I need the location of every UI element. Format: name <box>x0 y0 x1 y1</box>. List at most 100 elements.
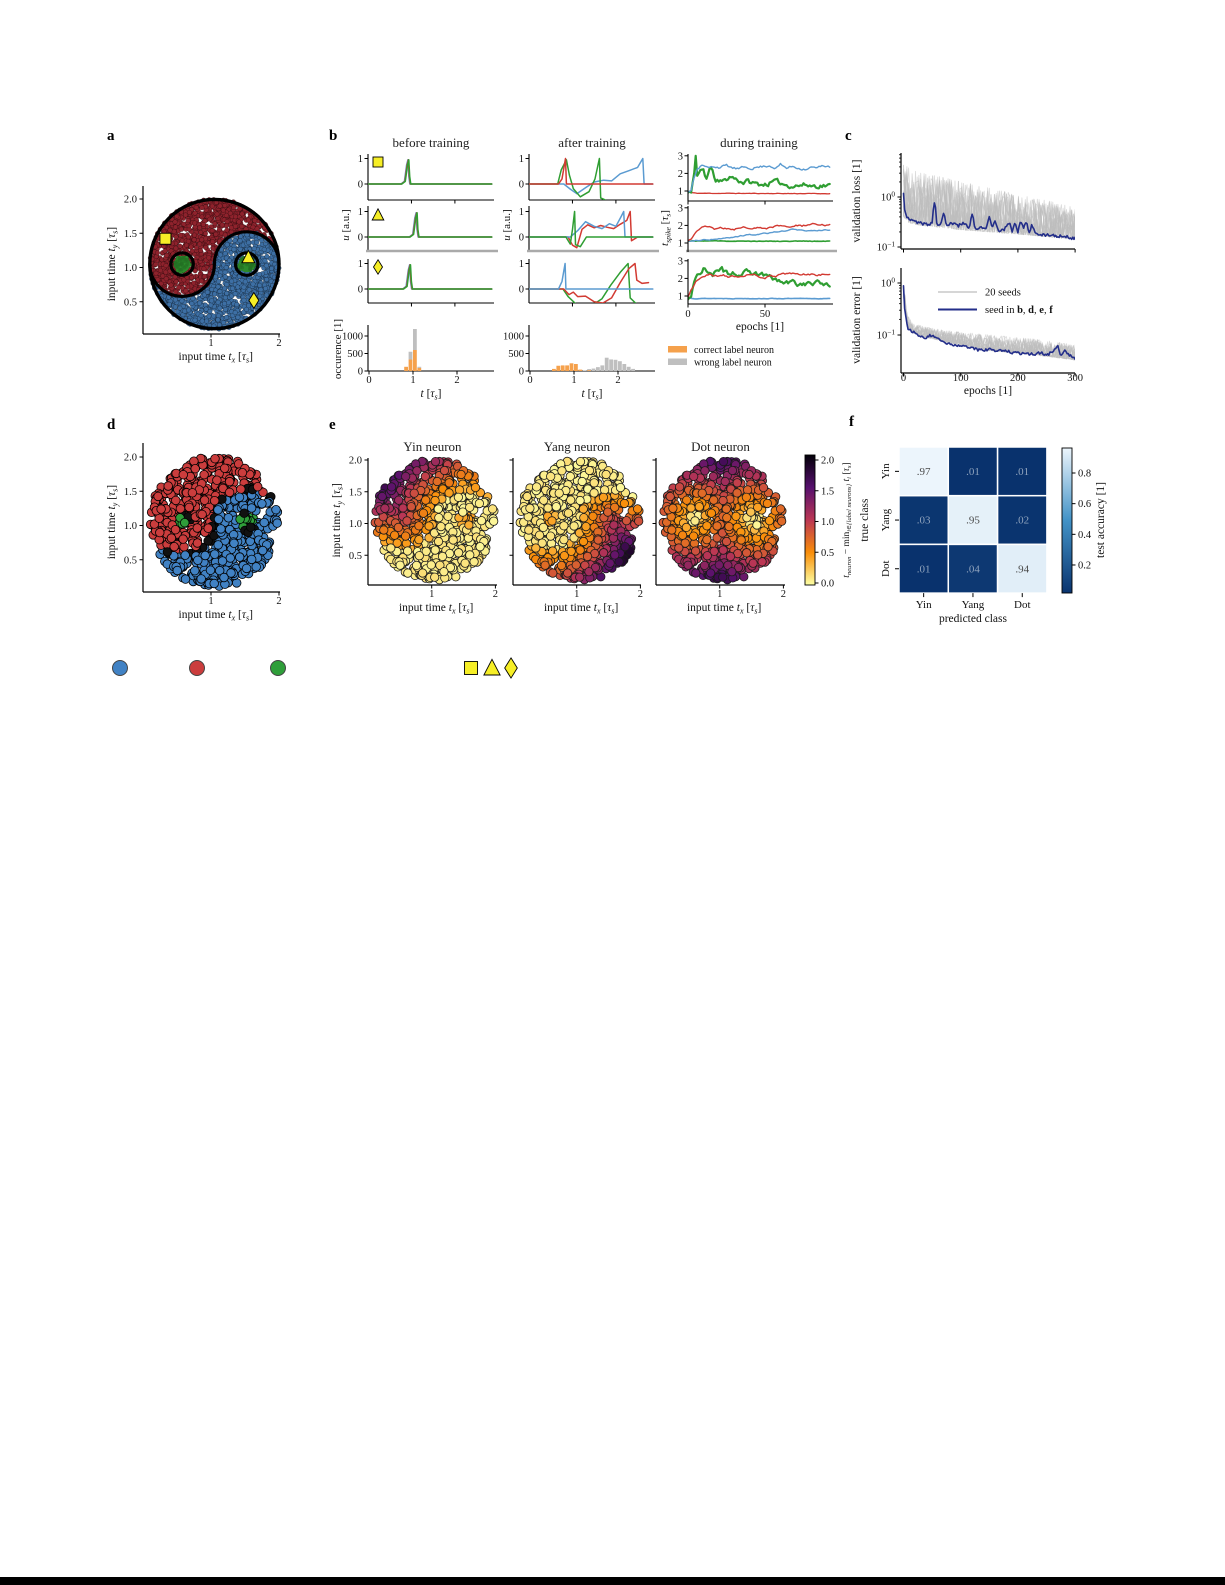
data-point <box>487 504 498 514</box>
data-point <box>180 550 190 560</box>
data-point <box>203 318 210 324</box>
label: 2 <box>678 274 683 285</box>
label: 1000 <box>503 332 524 343</box>
data-point <box>199 318 205 324</box>
data-point <box>208 302 214 308</box>
blue-spiketime <box>688 296 831 300</box>
label: 2.0 <box>349 456 362 467</box>
data-point <box>243 306 249 312</box>
data-point <box>217 203 223 209</box>
data-point <box>183 288 189 294</box>
data-point <box>189 300 195 307</box>
data-point <box>232 291 238 297</box>
label: 0.5 <box>124 555 137 566</box>
data-point <box>209 203 215 209</box>
data-point <box>252 218 258 224</box>
data-point <box>173 234 179 240</box>
red-trace <box>529 157 654 185</box>
data-point <box>205 565 216 575</box>
data-point <box>433 536 444 547</box>
title-yin: Yin neuron <box>403 439 462 454</box>
label: 0.5 <box>124 297 137 308</box>
data-point <box>551 502 561 512</box>
square-marker <box>159 232 172 245</box>
data-point <box>216 278 222 284</box>
hist-bar-wrong <box>604 357 609 371</box>
data-point <box>193 204 199 210</box>
data-point <box>173 289 179 295</box>
data-point <box>166 301 172 307</box>
data-point <box>216 322 223 328</box>
data-point <box>190 296 196 302</box>
hist-bar-wrong <box>631 368 635 371</box>
data-point <box>271 505 281 515</box>
data-point <box>212 221 218 227</box>
data-point <box>565 471 575 481</box>
data-point <box>179 298 185 304</box>
data-point <box>234 301 240 308</box>
data-point <box>264 292 270 298</box>
label: 1.0 <box>124 521 137 532</box>
data-point <box>212 291 218 297</box>
panel-label-e: e <box>329 417 336 433</box>
label: 2 <box>276 338 281 349</box>
data-point <box>395 560 405 570</box>
data-point <box>217 288 223 294</box>
data-point <box>547 546 558 556</box>
data-point <box>603 507 613 517</box>
panel-label-a: a <box>107 128 115 144</box>
occurence-label: occurence [1] <box>332 319 344 379</box>
legend-swatch-wrong <box>668 358 687 365</box>
data-point <box>209 228 215 234</box>
data-point <box>231 204 237 211</box>
data-point <box>228 225 234 231</box>
data-point <box>217 305 223 311</box>
label: 3 <box>678 151 683 162</box>
data-point <box>414 551 424 561</box>
label: 2 <box>678 221 683 232</box>
square-marker <box>372 156 384 168</box>
label: 0 <box>527 375 532 386</box>
data-point <box>236 484 246 494</box>
data-point <box>201 266 207 272</box>
data-point <box>563 508 574 518</box>
green-spiketime <box>688 266 831 301</box>
data-point <box>224 281 230 288</box>
data-point <box>621 516 632 526</box>
data-point <box>454 485 465 495</box>
data-point <box>559 551 569 561</box>
tspike-axis-label: tspike [τs] <box>659 210 672 246</box>
data-point <box>224 476 235 487</box>
data-point <box>219 463 230 474</box>
y-axis-label: input time ty [τs] <box>106 485 120 559</box>
data-point <box>251 562 261 572</box>
data-point <box>192 220 198 226</box>
data-point <box>173 279 179 285</box>
red-spiketime <box>688 191 831 195</box>
legend-swatch-correct <box>668 346 687 353</box>
data-point <box>402 546 413 556</box>
hist-bar-correct <box>417 367 422 371</box>
data-point <box>380 503 390 513</box>
data-point <box>619 498 630 508</box>
red-trace <box>529 210 654 249</box>
data-point <box>219 222 225 228</box>
data-point <box>200 550 210 561</box>
label: 1 <box>678 239 683 250</box>
label: 1 <box>358 154 363 165</box>
data-point <box>224 487 235 498</box>
data-point <box>203 306 209 312</box>
data-point <box>172 565 183 576</box>
data-point <box>183 242 190 248</box>
data-point <box>588 511 598 521</box>
label: 2 <box>615 375 620 386</box>
data-point <box>475 542 485 552</box>
hist-bar-wrong <box>591 368 596 371</box>
label: 1 <box>717 589 722 600</box>
green-spiketime <box>688 154 831 194</box>
data-point <box>246 240 252 246</box>
diamond-marker <box>372 258 384 276</box>
data-point <box>178 534 188 544</box>
data-point <box>239 223 245 230</box>
data-point <box>187 488 198 498</box>
